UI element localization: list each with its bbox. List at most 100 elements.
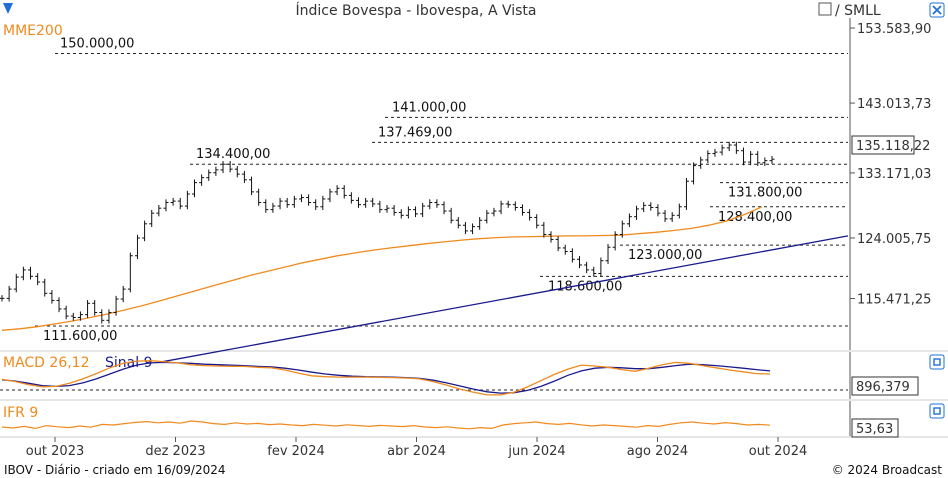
price-bar xyxy=(127,252,133,293)
chart-title: Índice Bovespa - Ibovespa, A Vista xyxy=(295,2,536,19)
price-bar xyxy=(77,311,83,321)
price-bar xyxy=(177,197,183,210)
price-bar xyxy=(13,273,19,293)
price-bar xyxy=(341,185,347,199)
y-tick-label: 115.471,25 xyxy=(857,293,931,308)
time-axis-ticks: out 2023 dez 2023 fev 2024 abr 2024 jun 2024… xyxy=(26,437,807,459)
price-bar xyxy=(170,197,176,206)
price-bar xyxy=(220,161,226,174)
price-bar xyxy=(320,195,326,210)
macd-value-badge: 896,379 xyxy=(851,376,919,396)
price-bar xyxy=(598,257,604,277)
ma-legend: MME200 xyxy=(3,23,63,39)
y-tick-label: 124.005,75 xyxy=(857,232,931,247)
price-bar xyxy=(491,207,497,217)
price-bar xyxy=(505,200,511,208)
ifr-expand-icon[interactable] xyxy=(929,403,945,419)
price-bar xyxy=(298,194,304,203)
price-bar xyxy=(769,156,775,164)
level-label: 128.400,00 xyxy=(718,210,792,225)
price-bar xyxy=(306,194,312,206)
menu-arrow-icon[interactable] xyxy=(3,3,13,14)
price-bar xyxy=(726,141,732,152)
price-bar xyxy=(591,266,597,277)
price-bar xyxy=(334,185,340,196)
price-bar xyxy=(669,212,675,223)
level-label: 134.400,00 xyxy=(196,147,270,162)
ifr-line xyxy=(1,420,771,430)
x-tick-label: ago 2024 xyxy=(627,444,688,459)
price-bar xyxy=(534,214,540,229)
price-bar xyxy=(548,231,554,243)
ifr-legend-label: IFR 9 xyxy=(3,405,38,421)
price-bar xyxy=(470,223,476,235)
price-bar xyxy=(35,273,41,286)
smll-toggle-label[interactable]: / SMLL xyxy=(835,3,881,19)
price-bar xyxy=(134,234,140,259)
price-bar xyxy=(313,199,319,210)
y-tick-label: 153.583,90 xyxy=(857,22,931,37)
price-bar xyxy=(634,205,640,220)
price-bar xyxy=(748,151,754,166)
ifr-series xyxy=(1,420,771,430)
price-bar xyxy=(277,197,283,210)
price-bar xyxy=(377,200,383,213)
price-bar xyxy=(63,305,69,320)
level-label: 141.000,00 xyxy=(392,100,466,115)
price-bar xyxy=(455,217,461,229)
level-label: 123.000,00 xyxy=(628,248,702,263)
price-bar xyxy=(284,197,290,208)
price-bar xyxy=(512,201,518,211)
price-bar xyxy=(6,285,12,302)
price-bar xyxy=(762,157,768,166)
price-bar xyxy=(527,209,533,221)
price-bar xyxy=(391,205,397,216)
close-icon[interactable] xyxy=(929,2,945,18)
price-bar xyxy=(740,147,746,166)
x-tick-label: fev 2024 xyxy=(267,444,324,459)
price-bar xyxy=(70,312,76,321)
price-bar xyxy=(398,209,404,219)
price-bar xyxy=(49,290,55,304)
price-bar xyxy=(256,188,262,206)
level-label: 111.600,00 xyxy=(43,329,117,344)
price-bar xyxy=(142,220,148,242)
price-bar xyxy=(712,148,718,157)
price-bar xyxy=(28,266,34,280)
price-bar xyxy=(662,209,668,223)
price-bar xyxy=(327,188,333,203)
price-bar xyxy=(541,222,547,238)
price-bar xyxy=(206,169,212,181)
price-bar xyxy=(434,199,440,208)
price-bar xyxy=(555,236,561,252)
x-tick-label: dez 2023 xyxy=(145,444,205,459)
price-bar xyxy=(348,192,354,204)
last-price-label: 135.118,22 xyxy=(856,139,930,154)
mme200-line xyxy=(1,206,763,331)
footer-right: © 2024 Broadcast xyxy=(832,463,943,477)
price-bar xyxy=(192,179,197,198)
price-bar xyxy=(577,256,582,269)
level-label: 137.469,00 xyxy=(378,125,452,140)
price-bar xyxy=(562,244,568,255)
price-bar xyxy=(655,204,661,217)
price-bar xyxy=(234,165,240,178)
price-bar xyxy=(213,166,219,176)
price-bar xyxy=(498,200,504,215)
macd-expand-icon[interactable] xyxy=(929,354,945,370)
price-bar xyxy=(270,202,276,213)
level-label: 118.600,00 xyxy=(548,279,622,294)
price-bar xyxy=(413,206,419,218)
price-bar xyxy=(263,199,269,213)
price-bar xyxy=(249,176,255,196)
price-bar xyxy=(363,197,369,208)
price-bar xyxy=(691,162,697,185)
price-bar xyxy=(584,261,590,274)
price-bar xyxy=(370,197,376,208)
price-bar xyxy=(85,300,91,318)
price-bar xyxy=(612,231,618,251)
level-label: 131.800,00 xyxy=(728,186,802,201)
smll-checkbox[interactable] xyxy=(818,2,832,16)
price-bar xyxy=(683,178,689,210)
